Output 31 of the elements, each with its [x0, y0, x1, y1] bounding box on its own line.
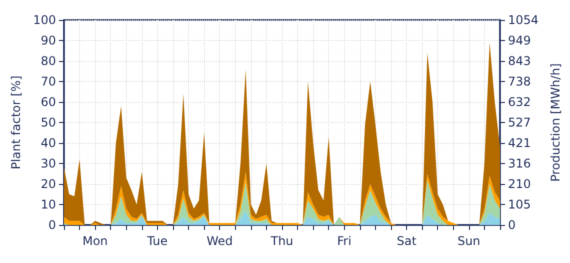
y-tick-label: 80: [40, 54, 56, 68]
x-tick-label: Fri: [337, 234, 352, 248]
x-tick-label: Mon: [82, 234, 108, 248]
y2-tick-label: 1054: [508, 13, 539, 27]
y-tick-label: 30: [40, 156, 56, 170]
y-tick-label: 60: [40, 95, 56, 109]
x-tick-label: Wed: [206, 234, 233, 248]
y-tick-label: 70: [40, 74, 56, 88]
y-tick-label: 50: [40, 116, 56, 130]
y2-tick-label: 316: [508, 156, 531, 171]
y2-tick-label: 210: [508, 177, 531, 192]
y2-tick-label: 632: [508, 95, 531, 110]
y2-tick-label: 0: [508, 218, 516, 232]
y-axis-title: Plant factor [%]: [9, 76, 24, 170]
x-tick-label: Sat: [396, 234, 417, 248]
y2-tick-label: 105: [508, 198, 531, 212]
y-tick-label: 20: [40, 177, 56, 191]
y2-tick-label: 527: [508, 116, 531, 130]
y2-axis-title: Production [MWh/h]: [548, 63, 562, 182]
y2-tick-label: 843: [508, 54, 531, 68]
y2-tick-label: 949: [508, 33, 531, 48]
y2-tick-label: 738: [508, 74, 531, 88]
y-tick-label: 100: [33, 13, 56, 27]
x-tick-label: Thu: [270, 234, 294, 248]
y-tick-label: 90: [40, 34, 56, 48]
x-tick-label: Sun: [457, 234, 480, 248]
y-tick-label: 40: [40, 136, 56, 150]
y-tick-label: 10: [40, 198, 56, 212]
x-tick-label: Tue: [146, 234, 168, 248]
y2-tick-label: 421: [508, 136, 531, 150]
y-tick-label: 0: [48, 218, 56, 232]
